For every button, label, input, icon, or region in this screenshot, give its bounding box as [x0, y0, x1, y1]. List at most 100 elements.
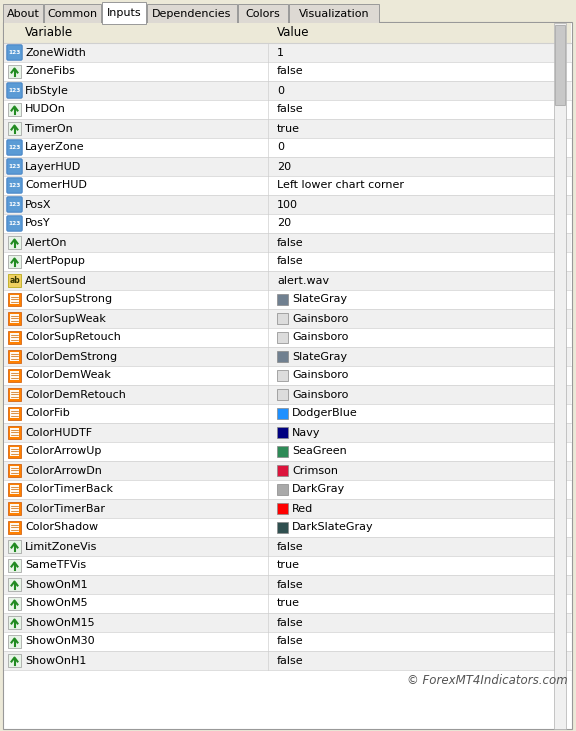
Bar — [103, 21, 145, 24]
Text: ColorFib: ColorFib — [25, 409, 70, 419]
Text: false: false — [277, 656, 304, 665]
Text: Gainsboro: Gainsboro — [292, 371, 348, 381]
Text: false: false — [277, 580, 304, 589]
Bar — [4, 594, 571, 613]
Bar — [8, 255, 21, 268]
Text: true: true — [277, 124, 300, 134]
Text: Gainsboro: Gainsboro — [292, 314, 348, 324]
Text: ColorDemStrong: ColorDemStrong — [25, 352, 117, 362]
Bar — [10, 352, 19, 361]
Bar — [8, 464, 21, 477]
Bar — [4, 176, 571, 195]
Bar — [4, 233, 571, 252]
Bar — [277, 389, 288, 400]
Text: ColorTimerBack: ColorTimerBack — [25, 485, 113, 494]
Text: ColorSupRetouch: ColorSupRetouch — [25, 333, 121, 343]
Bar — [4, 499, 571, 518]
Bar — [4, 575, 571, 594]
Bar — [10, 447, 19, 456]
Text: false: false — [277, 542, 304, 551]
Bar — [4, 62, 571, 81]
Text: ColorDemWeak: ColorDemWeak — [25, 371, 111, 381]
Bar — [8, 635, 21, 648]
Bar — [4, 556, 571, 575]
Text: 100: 100 — [277, 200, 298, 210]
Bar — [102, 2, 146, 24]
Text: AlertOn: AlertOn — [25, 238, 67, 248]
Text: © ForexMT4Indicators.com: © ForexMT4Indicators.com — [407, 674, 568, 687]
Bar — [277, 408, 288, 419]
Bar — [277, 446, 288, 457]
Bar — [4, 328, 571, 347]
Text: Left lower chart corner: Left lower chart corner — [277, 181, 404, 191]
Bar — [277, 351, 288, 362]
Bar — [277, 313, 288, 324]
Bar — [277, 427, 288, 438]
Text: false: false — [277, 618, 304, 627]
Text: 123: 123 — [8, 183, 21, 188]
Bar — [4, 651, 571, 670]
Bar — [4, 43, 571, 62]
Text: 123: 123 — [8, 50, 21, 55]
Text: ComerHUD: ComerHUD — [25, 181, 87, 191]
Bar — [8, 274, 21, 287]
Bar — [4, 309, 571, 328]
Bar — [10, 333, 19, 342]
Text: ColorSupStrong: ColorSupStrong — [25, 295, 112, 305]
Text: PosY: PosY — [25, 219, 51, 229]
Bar — [8, 369, 21, 382]
Text: ab: ab — [9, 276, 20, 285]
Text: Dependencies: Dependencies — [152, 9, 232, 19]
Text: DodgerBlue: DodgerBlue — [292, 409, 358, 419]
Text: Crimson: Crimson — [292, 466, 338, 475]
Bar — [10, 295, 19, 304]
Bar — [4, 385, 571, 404]
Bar — [10, 466, 19, 475]
Bar — [555, 25, 565, 105]
Bar — [10, 523, 19, 532]
Bar — [10, 428, 19, 437]
Bar — [8, 578, 21, 591]
Bar — [4, 480, 571, 499]
Bar — [4, 290, 571, 309]
Text: false: false — [277, 238, 304, 248]
Text: false: false — [277, 637, 304, 646]
FancyBboxPatch shape — [7, 83, 22, 98]
Text: HUDOn: HUDOn — [25, 105, 66, 115]
Text: LayerHUD: LayerHUD — [25, 162, 81, 172]
Bar — [8, 616, 21, 629]
Bar — [4, 100, 571, 119]
Text: true: true — [277, 599, 300, 608]
Text: 123: 123 — [8, 88, 21, 93]
Bar — [8, 559, 21, 572]
Text: Visualization: Visualization — [299, 9, 369, 19]
Text: 123: 123 — [8, 202, 21, 207]
Text: 20: 20 — [277, 162, 291, 172]
Bar — [4, 214, 571, 233]
Bar — [8, 407, 21, 420]
Text: 123: 123 — [8, 164, 21, 169]
Text: alert.wav: alert.wav — [277, 276, 329, 286]
Text: ColorShadow: ColorShadow — [25, 523, 98, 532]
Text: FibStyle: FibStyle — [25, 86, 69, 96]
Text: SameTFVis: SameTFVis — [25, 561, 86, 570]
Text: 1: 1 — [277, 48, 284, 58]
Text: ColorArrowUp: ColorArrowUp — [25, 447, 101, 456]
FancyBboxPatch shape — [7, 197, 22, 212]
Bar — [4, 119, 571, 138]
Bar — [8, 103, 21, 116]
Text: ShowOnM15: ShowOnM15 — [25, 618, 94, 627]
Bar — [44, 4, 101, 24]
Text: ColorSupWeak: ColorSupWeak — [25, 314, 106, 324]
Bar — [277, 332, 288, 343]
FancyBboxPatch shape — [7, 159, 22, 174]
Text: LayerZone: LayerZone — [25, 143, 85, 153]
Text: DarkGray: DarkGray — [292, 485, 345, 494]
Text: Gainsboro: Gainsboro — [292, 390, 348, 400]
Bar — [8, 521, 21, 534]
Bar — [238, 4, 288, 24]
Text: ColorTimerBar: ColorTimerBar — [25, 504, 105, 513]
Bar — [8, 540, 21, 553]
Text: AlertPopup: AlertPopup — [25, 257, 86, 267]
Text: LimitZoneVis: LimitZoneVis — [25, 542, 97, 551]
